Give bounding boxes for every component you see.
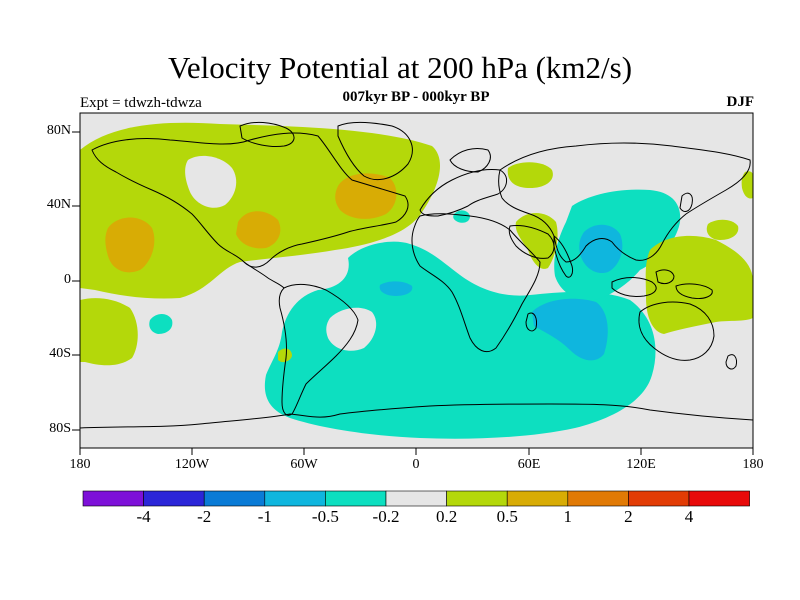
- positive-region-asia-minor: [507, 162, 553, 188]
- lat-label-40s: 40S: [49, 346, 71, 361]
- neutral-hole-south-atlantic: [326, 307, 377, 351]
- negative-strong-region-indochina: [579, 224, 623, 274]
- neutral-hole-north-america: [185, 155, 237, 208]
- lon-label-0: 0: [412, 457, 420, 472]
- positive-region-north-atlantic: [335, 173, 397, 219]
- colorbar-swatch-1: [82, 490, 144, 507]
- colorbar-label-9: 2: [624, 507, 633, 526]
- positive-region-north-pacific: [80, 122, 441, 299]
- positive-region-east-edge: [741, 171, 753, 199]
- colorbar-swatch-9: [567, 490, 629, 507]
- colorbar-swatch-10: [628, 490, 690, 507]
- lon-label-60w: 60W: [290, 457, 318, 472]
- contour-fills: [80, 121, 753, 439]
- negative-strong-region-indian-ocean: [532, 298, 608, 361]
- colorbar-label-2: -2: [197, 507, 212, 526]
- axis-ticks: [72, 131, 754, 455]
- colorbar-swatch-3: [203, 490, 266, 507]
- positive-region-south-west-pacific: [80, 298, 138, 366]
- lon-label-120e: 120E: [626, 457, 656, 472]
- colorbar-swatch-6: [385, 490, 447, 507]
- colorbar-swatch-2: [143, 490, 205, 507]
- positive-region-north-west-pacific: [706, 219, 739, 240]
- season-label: DJF: [726, 94, 755, 110]
- colorbar-label-10: 4: [684, 507, 694, 526]
- positive-region-caribbean: [236, 211, 281, 249]
- colorbar-label-3: -1: [257, 507, 272, 526]
- colorbar-label-4: -0.5: [311, 507, 339, 526]
- colorbar-label-5: -0.2: [372, 507, 400, 526]
- colorbar-swatch-11: [688, 490, 750, 507]
- lon-label-180w: 180: [69, 457, 91, 472]
- lat-label-80s: 80S: [49, 421, 71, 436]
- positive-region-central-pacific: [105, 217, 155, 273]
- lon-label-180e: 180: [742, 457, 764, 472]
- lat-label-0: 0: [64, 272, 71, 287]
- colorbar: [82, 490, 750, 507]
- colorbar-label-1: -4: [136, 507, 151, 526]
- colorbar-label-6: 0.2: [435, 507, 458, 526]
- map-subtitle: 007kyr BP - 000kyr BP: [342, 89, 490, 105]
- coastlines: [80, 121, 753, 429]
- lon-label-60e: 60E: [517, 457, 541, 472]
- positive-region-arabia: [515, 213, 558, 269]
- colorbar-swatch-7: [446, 490, 508, 507]
- colorbar-swatch-8: [506, 490, 569, 507]
- negative-region-south-pacific-small: [149, 314, 173, 334]
- negative-region-southern-ocean: [264, 241, 656, 439]
- colorbar-label-7: 0.5: [496, 507, 518, 526]
- lat-label-40n: 40N: [46, 197, 71, 212]
- positive-region-south-atlantic-small: [278, 348, 292, 363]
- negative-strong-region-tropical-atlantic: [379, 281, 413, 296]
- map-title: Velocity Potential at 200 hPa (km2/s): [167, 50, 633, 85]
- lat-label-80n: 80N: [46, 123, 71, 138]
- negative-region-mediterranean: [453, 210, 470, 223]
- colorbar-swatch-5: [325, 490, 387, 507]
- colorbar-swatch-4: [264, 490, 326, 507]
- colorbar-label-8: 1: [563, 507, 573, 526]
- experiment-label: Expt = tdwzh-tdwza: [80, 95, 202, 111]
- lon-label-120w: 120W: [174, 457, 210, 472]
